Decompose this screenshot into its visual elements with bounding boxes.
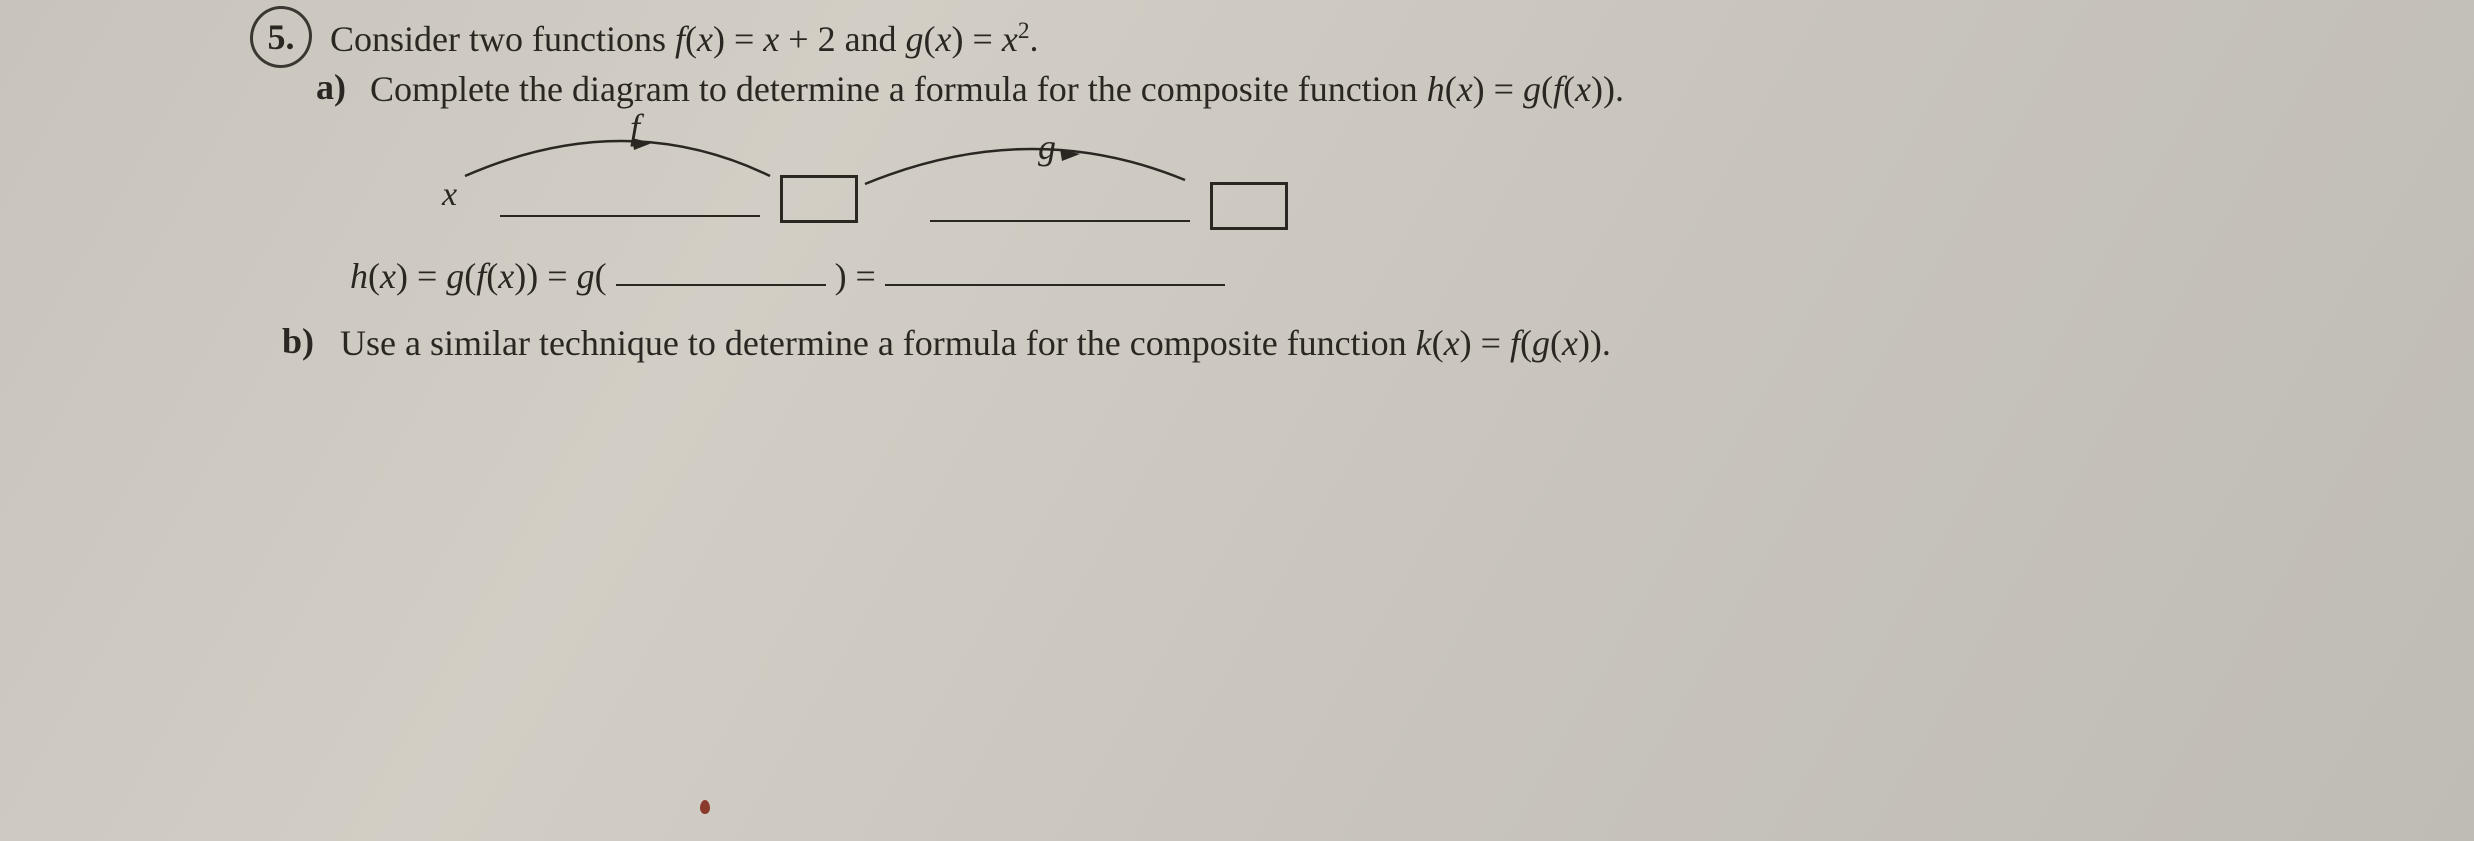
hx-blank-2	[885, 284, 1225, 286]
problem-intro: Consider two functions f(x) = x + 2 and …	[330, 16, 1039, 63]
diagram-f-label: f	[630, 106, 640, 148]
diagram-blank-2	[930, 220, 1190, 222]
part-a-text: Complete the diagram to determine a form…	[370, 66, 1624, 113]
stray-ink-dot	[700, 800, 710, 814]
diagram-box-2	[1210, 182, 1288, 230]
hx-prefix: h(x) = g(f(x)) = g(	[350, 256, 607, 296]
hx-equation: h(x) = g(f(x)) = g( ) =	[350, 255, 1225, 297]
part-b-label: b)	[282, 320, 314, 362]
part-b-text: Use a similar technique to determine a f…	[340, 320, 1611, 367]
diagram-g-label: g	[1038, 126, 1056, 168]
problem-number: 5.	[268, 16, 295, 58]
diagram-arc-f	[460, 126, 790, 186]
diagram-blank-1	[500, 215, 760, 217]
part-a-label: a)	[316, 66, 346, 108]
hx-mid: ) =	[835, 256, 876, 296]
diagram-box-1	[780, 175, 858, 223]
diagram-x-label: x	[442, 176, 457, 214]
hx-blank-1	[616, 284, 826, 286]
worksheet-page: 5. Consider two functions f(x) = x + 2 a…	[0, 0, 2474, 841]
problem-number-circle: 5.	[250, 6, 312, 68]
diagram-arc-g	[860, 134, 1200, 194]
composition-diagram: x f g	[420, 120, 1920, 270]
